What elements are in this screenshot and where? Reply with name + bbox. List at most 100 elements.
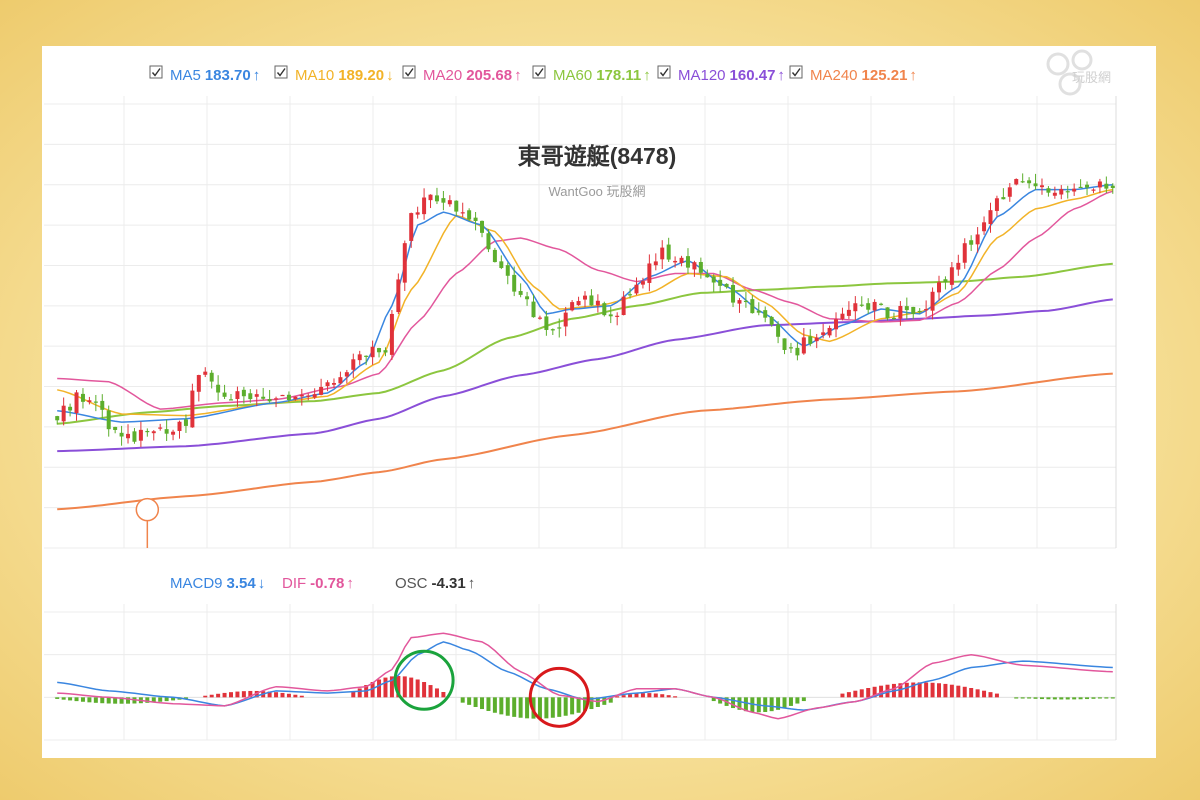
legend-name: MA60 — [553, 67, 592, 84]
candlestick — [737, 297, 742, 313]
candlestick — [550, 328, 555, 335]
candle-body — [776, 324, 781, 337]
candle-body — [763, 310, 768, 318]
candlestick — [422, 188, 427, 220]
osc-bar — [673, 696, 678, 698]
osc-bar — [1039, 697, 1044, 700]
osc-bar — [576, 697, 581, 713]
osc-bar — [640, 693, 645, 698]
candlestick — [731, 277, 736, 308]
candle-body — [183, 419, 188, 426]
osc-bar — [1020, 697, 1025, 699]
legend-item-ma60: MA60 178.11 ↑ — [553, 67, 651, 84]
candle-body — [138, 429, 143, 441]
candlestick — [1033, 173, 1038, 190]
candlestick — [460, 202, 465, 218]
legend-item-macd9: MACD9 3.54 ↓ — [170, 575, 265, 592]
osc-bar — [428, 685, 433, 698]
candlestick — [383, 347, 388, 357]
ma240-marker — [135, 497, 160, 548]
candle-body — [898, 305, 903, 319]
candlestick — [769, 315, 774, 327]
candle-body — [171, 431, 176, 435]
candlestick — [949, 261, 954, 290]
osc-bar — [100, 697, 105, 704]
candle-body — [1078, 186, 1083, 189]
candle-body — [924, 308, 929, 311]
candle-body — [74, 392, 79, 414]
candle-body — [743, 300, 748, 303]
legend-arrow-icon: ↑ — [777, 67, 785, 84]
candlestick — [589, 289, 594, 306]
candlestick — [1091, 188, 1096, 194]
legend-name: MACD9 — [170, 575, 223, 592]
legend-checkbox — [789, 65, 803, 79]
legend-checkbox — [149, 65, 163, 79]
osc-bar — [589, 697, 594, 710]
osc-bar — [402, 676, 407, 698]
candle-body — [583, 295, 587, 300]
ma240-line — [57, 372, 1113, 511]
candlestick — [1078, 179, 1083, 189]
legend-name: MA10 — [295, 67, 334, 84]
candlestick — [364, 355, 369, 366]
osc-bar — [389, 676, 394, 698]
candlestick — [1065, 185, 1070, 199]
candlestick — [1046, 186, 1051, 197]
candle-body — [364, 355, 369, 357]
candle-body — [943, 279, 948, 283]
candle-body — [537, 317, 542, 319]
osc-bar — [473, 697, 478, 707]
osc-bar — [943, 683, 948, 698]
legend-item-ma10: MA10 189.20 ↓ — [295, 67, 394, 84]
candle-body — [486, 233, 491, 250]
candlestick — [1104, 176, 1109, 193]
osc-bar — [608, 697, 613, 703]
candlestick — [106, 405, 111, 437]
osc-bar — [1085, 697, 1090, 700]
osc-bar — [505, 697, 510, 716]
legend-arrow-icon: ↑ — [643, 67, 651, 84]
osc-bar — [975, 689, 980, 698]
candle-body — [570, 302, 575, 311]
candle-body — [351, 359, 356, 370]
legend-value: 160.47 — [730, 67, 776, 84]
candlestick — [190, 383, 195, 428]
candlestick — [467, 208, 472, 222]
candlestick — [293, 396, 298, 401]
candle-body — [177, 421, 182, 431]
candle-body — [235, 391, 240, 400]
osc-bar — [293, 694, 298, 698]
legend-arrow-icon: ↓ — [386, 67, 394, 84]
osc-bar — [267, 691, 272, 698]
osc-bar — [1104, 697, 1109, 699]
candlestick — [859, 296, 864, 307]
osc-bar — [512, 697, 517, 717]
candle-body — [383, 350, 388, 353]
candlestick — [982, 216, 987, 235]
osc-bar — [1046, 697, 1051, 700]
osc-bar — [653, 693, 658, 698]
stock-chart: 玩股網 東哥遊艇(8478) WantGoo 玩股網 MA5 183.70 ↑ MA1… — [42, 46, 1156, 758]
legend-name: MA120 — [678, 67, 726, 84]
osc-bar — [782, 697, 787, 709]
candle-body — [711, 276, 716, 283]
osc-bar — [795, 697, 800, 704]
candlestick — [885, 307, 890, 321]
osc-bar — [164, 697, 169, 702]
osc-bar — [621, 695, 626, 698]
candle-body — [866, 303, 871, 310]
candle-body — [467, 210, 472, 220]
osc-bar — [203, 695, 208, 698]
candle-body — [994, 198, 999, 211]
candlestick — [1007, 183, 1012, 202]
candlestick — [312, 388, 317, 400]
osc-bar — [248, 690, 253, 698]
osc-bar — [776, 697, 781, 710]
candlestick — [962, 238, 967, 269]
candlestick — [280, 394, 285, 397]
macd-lines — [57, 632, 1113, 720]
candlestick — [975, 227, 980, 253]
candle-body — [229, 399, 233, 401]
candle-body — [370, 346, 375, 358]
